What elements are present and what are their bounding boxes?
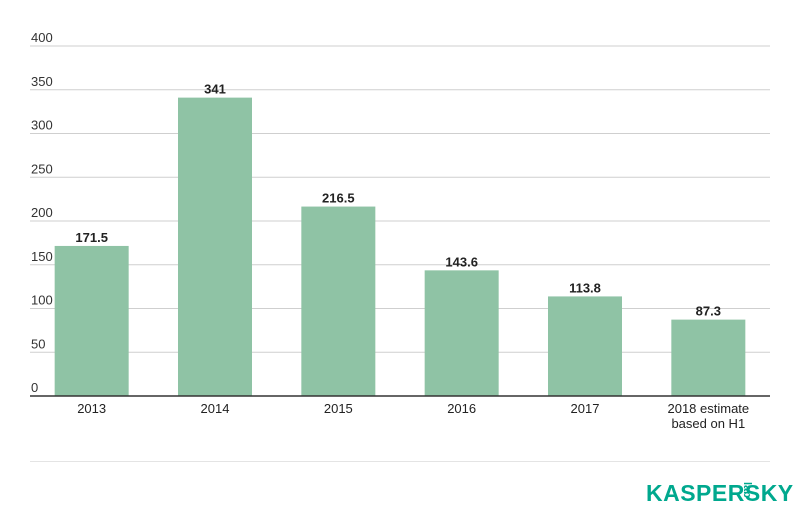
data-label: 341	[204, 82, 226, 97]
footer-divider	[30, 461, 770, 462]
value-labels: 171.5 341 216.5 143.6 113.8 87.3	[75, 82, 721, 319]
bar	[548, 296, 622, 396]
y-tick-label: 400	[31, 30, 53, 45]
kaspersky-logo: KASPERSKY lab	[646, 478, 793, 508]
x-axis-ticks: 2013 2014 2015 2016 2017 2018 estimate based o…	[77, 401, 749, 431]
x-tick-label: 2013	[77, 401, 106, 416]
data-label: 216.5	[322, 191, 355, 206]
gridlines	[30, 45, 770, 353]
data-label: 143.6	[445, 254, 478, 269]
bar	[54, 245, 129, 396]
x-tick-label: 2017	[571, 401, 600, 416]
logo-wordmark: KASPERSKY	[646, 480, 794, 506]
y-tick-label: 100	[31, 293, 53, 308]
y-tick-label: 350	[31, 74, 53, 89]
y-tick-label: 50	[31, 336, 45, 351]
y-tick-label: 250	[31, 161, 53, 176]
x-tick-label: 2014	[201, 401, 230, 416]
bar	[671, 319, 746, 396]
data-label: 171.5	[75, 230, 108, 245]
data-label: 87.3	[696, 304, 721, 319]
x-tick-label: 2016	[447, 401, 476, 416]
bars	[54, 97, 746, 396]
x-tick-label: 2018 estimate based on H1	[667, 401, 749, 431]
y-tick-label: 200	[31, 205, 53, 220]
bar	[424, 270, 499, 396]
bar-chart: 0 50 100 150 200 250 300 350 400 171.5 341 216.5 14…	[30, 30, 770, 431]
y-tick-label: 300	[31, 118, 53, 133]
bar	[301, 206, 376, 396]
bar	[178, 97, 252, 396]
data-label: 113.8	[569, 280, 601, 295]
y-tick-label: 0	[31, 380, 38, 395]
logo-lab-suffix: lab	[741, 482, 753, 498]
y-tick-label: 150	[31, 249, 53, 264]
x-tick-label: 2015	[324, 401, 353, 416]
y-axis-ticks: 0 50 100 150 200 250 300 350 400	[31, 30, 53, 395]
